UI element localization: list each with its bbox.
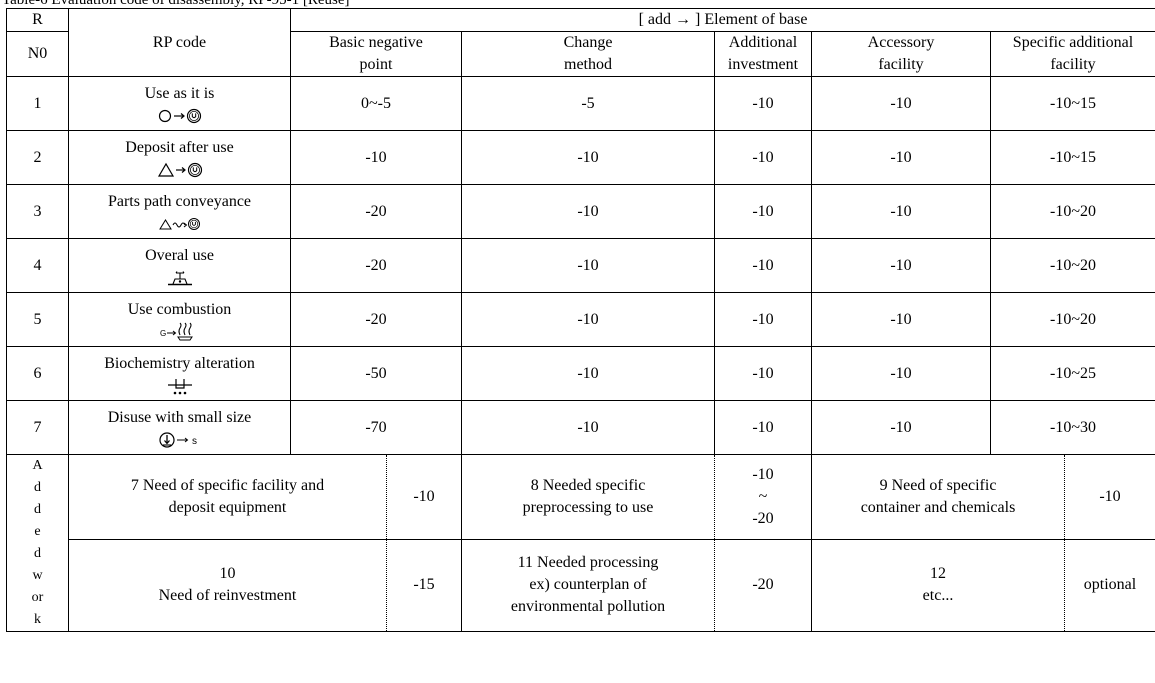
row-number: 7	[6, 400, 69, 455]
table-row: 2 Deposit after use -10 -10 -10 -10 -10~…	[6, 130, 1155, 185]
added-work-row: Added work 7 Need of specific facility a…	[6, 454, 1155, 632]
value-cell: -10	[811, 238, 991, 293]
disuse-icon: s	[71, 429, 288, 451]
col-header-specific-additional: Specific additional facility	[989, 31, 1155, 77]
value-cell: -10~15	[989, 76, 1155, 131]
value-cell: 0~-5	[290, 76, 462, 131]
overall-use-icon	[71, 267, 288, 289]
table-row: 4 Overal use -20 -10 -10 -10 -10~20	[6, 238, 1155, 293]
value-cell: -10	[461, 184, 715, 239]
value-cell: -10	[811, 130, 991, 185]
added-work-value: -10 ~ -20	[714, 454, 812, 540]
added-work-item: 10 Need of reinvestment	[68, 538, 387, 633]
value-cell: -10~20	[989, 292, 1155, 347]
value-cell: -10	[811, 292, 991, 347]
value-cell: -10~30	[989, 400, 1155, 455]
added-work-item: 7 Need of specific facility and deposit e…	[68, 454, 387, 540]
value-cell: -10	[714, 130, 812, 185]
value-cell: -20	[290, 184, 462, 239]
added-work-item: 11 Needed processing ex) counterplan of en…	[461, 538, 715, 633]
value-cell: -70	[290, 400, 462, 455]
rp-code-label: Biochemistry alteration	[104, 354, 255, 372]
value-cell: -10	[811, 400, 991, 455]
table-row: 1 Use as it is 0~-5 -5 -10 -10 -10~15	[6, 76, 1155, 131]
evaluation-table: R RP code [ add → ] Element of base N0 B…	[6, 8, 1155, 633]
col-header-change-method: Change method	[461, 31, 715, 77]
value-cell: -20	[290, 292, 462, 347]
row-number: 3	[6, 184, 69, 239]
rp-code-cell: Use combustion G	[68, 292, 291, 347]
rp-code-header: RP code	[68, 8, 291, 77]
value-cell: -10	[461, 292, 715, 347]
added-work-value: -10	[1063, 454, 1155, 540]
table-caption: Table-6 Evaluation code of disassembly, …	[2, 0, 350, 8]
rp-code-cell: Use as it is	[68, 76, 291, 131]
col-header-basic-negative: Basic negative point	[290, 31, 462, 77]
rp-code-label: Disuse with small size	[107, 408, 252, 426]
rp-code-cell: Overal use	[68, 238, 291, 293]
r-header: R	[6, 8, 69, 32]
group-header: [ add → ] Element of base	[289, 8, 1155, 32]
svg-text:G: G	[160, 329, 166, 338]
added-work-item: 12 etc...	[811, 538, 1065, 633]
rp-code-cell: Parts path conveyance	[68, 184, 291, 239]
rp-code-cell: Deposit after use	[68, 130, 291, 185]
value-cell: -10~20	[989, 184, 1155, 239]
no-header: N0	[6, 31, 69, 77]
row-number: 6	[6, 346, 69, 401]
value-cell: -10	[461, 238, 715, 293]
value-cell: -10	[461, 130, 715, 185]
row-number: 1	[6, 76, 69, 131]
rp-code-label: Use as it is	[144, 84, 215, 102]
rp-code-label: Use combustion	[127, 300, 232, 318]
triangle-to-u-icon	[71, 159, 288, 181]
value-cell: -10	[811, 346, 991, 401]
rp-code-label: Parts path conveyance	[107, 192, 252, 210]
added-work-value: optional	[1063, 538, 1155, 633]
table-row: 5 Use combustion G -20 -10 -10 -10 -10~2…	[6, 292, 1155, 347]
svg-text:s: s	[192, 436, 197, 447]
value-cell: -10	[714, 292, 812, 347]
added-work-value: -10	[386, 454, 462, 540]
value-cell: -10	[811, 184, 991, 239]
value-cell: -10	[714, 238, 812, 293]
row-number: 4	[6, 238, 69, 293]
value-cell: -10	[461, 400, 715, 455]
table-row: 7 Disuse with small size s -70 -10 -10 -…	[6, 400, 1155, 455]
value-cell: -10	[714, 184, 812, 239]
value-cell: -10	[714, 346, 812, 401]
row-number: 2	[6, 130, 69, 185]
value-cell: -10	[290, 130, 462, 185]
added-work-label: Added work	[6, 454, 69, 632]
value-cell: -10	[461, 346, 715, 401]
added-work-value: -15	[386, 538, 462, 633]
header-row-1: R RP code [ add → ] Element of base	[6, 8, 1155, 77]
rp-code-cell: Biochemistry alteration	[68, 346, 291, 401]
rp-code-label: Overal use	[145, 246, 214, 264]
added-work-value: -20	[714, 538, 812, 633]
table-row: 3 Parts path conveyance -20 -10 -10 -10 …	[6, 184, 1155, 239]
rp-code-cell: Disuse with small size s	[68, 400, 291, 455]
value-cell: -10~25	[989, 346, 1155, 401]
value-cell: -5	[461, 76, 715, 131]
value-cell: -10	[714, 400, 812, 455]
row-number: 5	[6, 292, 69, 347]
table-row: 6 Biochemistry alteration -50 -10 -10 -1…	[6, 346, 1155, 401]
combustion-icon: G	[71, 321, 288, 343]
value-cell: -10	[811, 76, 991, 131]
circle-to-u-icon	[71, 105, 288, 127]
rp-code-label: Deposit after use	[125, 138, 234, 156]
added-work-item: 8 Needed specific preprocessing to use	[461, 454, 715, 540]
biochemistry-icon	[71, 375, 288, 397]
triangle-wave-u-icon	[71, 213, 288, 235]
value-cell: -10~15	[989, 130, 1155, 185]
col-header-accessory-facility: Accessory facility	[811, 31, 991, 77]
value-cell: -50	[290, 346, 462, 401]
value-cell: -10	[714, 76, 812, 131]
added-work-row: 10 Need of reinvestment -15 11 Needed pro…	[7, 538, 1155, 633]
value-cell: -20	[290, 238, 462, 293]
value-cell: -10~20	[989, 238, 1155, 293]
added-work-item: 9 Need of specific container and chemical…	[811, 454, 1065, 540]
col-header-additional-investment: Additional investment	[714, 31, 812, 77]
